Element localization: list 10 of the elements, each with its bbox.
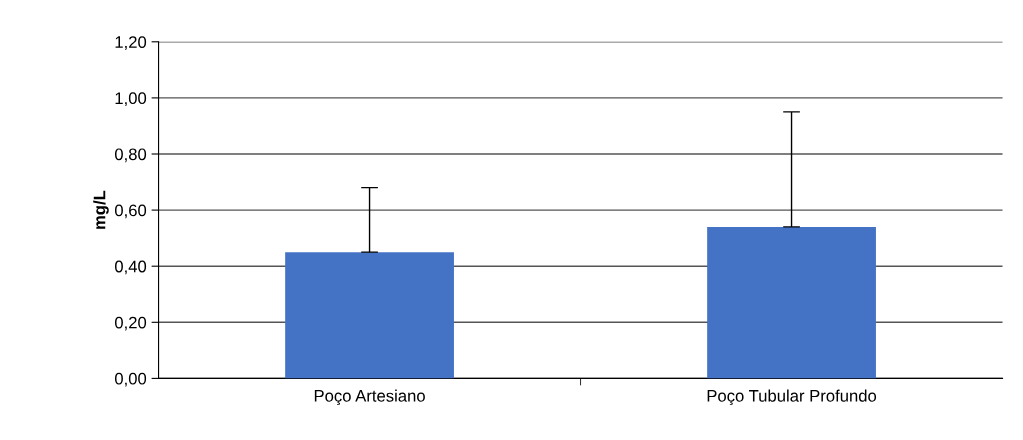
y-tick-label: 0,80 — [114, 148, 147, 163]
y-tick-label: 1,00 — [115, 92, 147, 107]
y-axis-title: mg/L — [93, 190, 109, 229]
x-tick-label: Poço Tubular Profundo — [707, 389, 877, 406]
x-tick-label: Poço Artesiano — [314, 389, 425, 406]
y-tick-label: 0,20 — [114, 316, 147, 331]
y-tick-label: 0,60 — [114, 204, 147, 219]
y-tick-label: 0,40 — [114, 260, 147, 275]
y-tick-label: 0,00 — [114, 372, 147, 387]
y-tick-label: 1,20 — [115, 36, 147, 50]
